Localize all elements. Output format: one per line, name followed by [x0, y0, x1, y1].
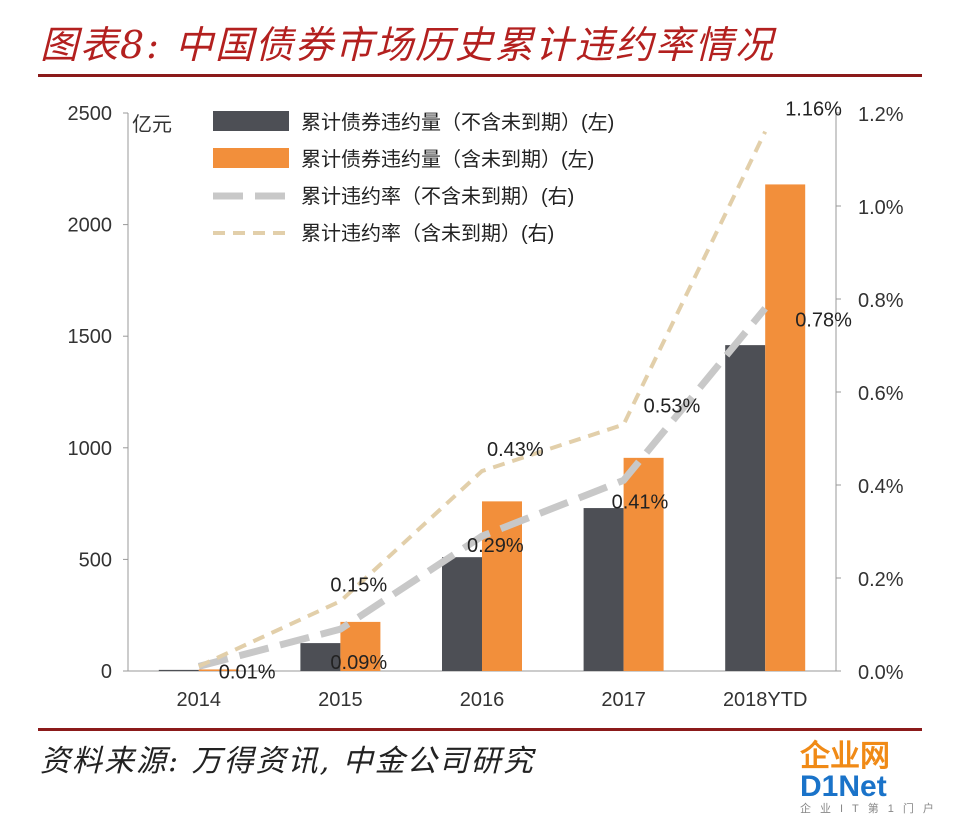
- legend-swatch-bar: [213, 148, 289, 168]
- watermark-logo: 企业网D1Net 企业IT第1门户: [800, 742, 960, 815]
- left-tick-label: 500: [79, 549, 112, 571]
- bar-incl-unmatured: [623, 457, 664, 671]
- legend-label: 累计违约率（含未到期）(右): [301, 222, 554, 245]
- right-tick-label: 0.8%: [858, 290, 904, 312]
- bar-excl-unmatured: [583, 508, 624, 671]
- bar-excl-unmatured: [158, 669, 199, 671]
- line-rate-incl-unmatured: [197, 130, 768, 669]
- bar-incl-unmatured: [198, 669, 239, 671]
- right-tick-label: 1.2%: [858, 104, 904, 126]
- title-rule: [38, 74, 922, 77]
- chart: 0 500 1000 1500 2000 2500 亿元 0.0% 0.2% 0.4% 0.6% 0.…: [68, 99, 904, 711]
- line-data-label: 0.01%: [219, 661, 276, 683]
- line-data-label: 0.15%: [330, 574, 387, 596]
- right-tick-label: 0.0%: [858, 662, 904, 684]
- line-data-label: 0.78%: [795, 309, 852, 331]
- left-tick-label: 2500: [68, 103, 113, 125]
- watermark-sub: 企业IT第1门户: [800, 803, 943, 815]
- line-data-label: 0.53%: [644, 396, 701, 418]
- source-note: 资料来源: 万得资讯, 中金公司研究: [40, 744, 535, 779]
- legend-label: 累计债券违约量（含未到期）(左): [301, 148, 594, 171]
- left-tick-label: 1000: [68, 438, 113, 460]
- x-tick-label: 2018YTD: [723, 689, 808, 711]
- bar-incl-unmatured: [765, 184, 806, 671]
- line-data-label: 0.09%: [330, 652, 387, 674]
- left-tick-label: 2000: [68, 215, 113, 237]
- legend-label: 累计债券违约量（不含未到期）(左): [301, 111, 614, 134]
- left-tick-label: 0: [101, 661, 112, 683]
- left-tick-label: 1500: [68, 326, 113, 348]
- watermark-part2: D1Net: [800, 770, 887, 803]
- right-tick-label: 0.6%: [858, 383, 904, 405]
- line-data-label: 0.43%: [487, 439, 544, 461]
- line-rate-excl-unmatured: [197, 306, 768, 670]
- right-tick-label: 1.0%: [858, 197, 904, 219]
- bottom-rule: [38, 728, 922, 731]
- x-tick-label: 2015: [318, 689, 363, 711]
- bar-excl-unmatured: [300, 643, 341, 671]
- bar-incl-unmatured: [340, 621, 381, 671]
- legend-label: 累计违约率（不含未到期）(右): [301, 185, 574, 208]
- left-axis-unit: 亿元: [132, 113, 172, 136]
- x-tick-label: 2017: [601, 689, 646, 711]
- right-tick-label: 0.4%: [858, 476, 904, 498]
- line-data-label: 1.16%: [785, 99, 842, 121]
- right-tick-label: 0.2%: [858, 569, 904, 591]
- x-tick-label: 2014: [177, 689, 222, 711]
- legend-swatch-bar: [213, 111, 289, 131]
- bar-excl-unmatured: [442, 557, 482, 671]
- chart-title: 图表8: 中国债券市场历史累计违约率情况: [40, 23, 776, 67]
- bar-excl-unmatured: [725, 345, 766, 671]
- line-data-label: 0.41%: [612, 491, 669, 513]
- x-tick-label: 2016: [460, 689, 505, 711]
- watermark-part1: 企业网: [800, 740, 890, 773]
- line-data-label: 0.29%: [467, 535, 524, 557]
